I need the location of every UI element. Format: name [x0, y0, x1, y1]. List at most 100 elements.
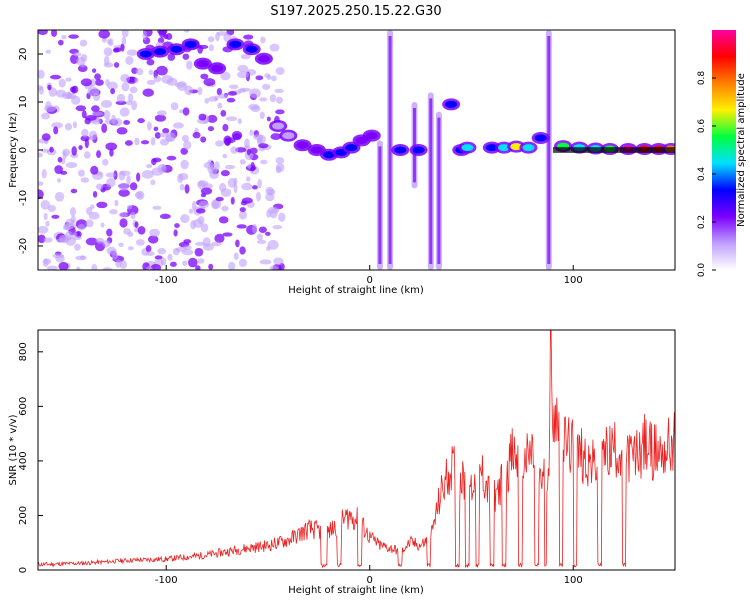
noise-speckle [239, 159, 246, 165]
noise-speckle [232, 133, 242, 141]
noise-speckle [259, 259, 272, 265]
colorbar-tick-label: 0.0 [697, 263, 707, 278]
noise-speckle [106, 177, 116, 188]
noise-speckle [233, 183, 238, 194]
noise-speckle [123, 119, 130, 125]
noise-speckle [153, 75, 162, 83]
noise-speckle [103, 47, 113, 57]
noise-speckle [278, 212, 286, 222]
snr-xlabel: Height of straight line (km) [288, 585, 424, 596]
noise-speckle [207, 114, 218, 123]
noise-speckle [270, 133, 282, 140]
noise-speckle [217, 31, 228, 37]
noise-speckle [41, 133, 51, 141]
noise-speckle [258, 143, 269, 149]
noise-speckle [179, 183, 185, 191]
noise-speckle [46, 265, 58, 270]
spectrogram-marks [38, 30, 675, 270]
noise-speckle [73, 52, 82, 57]
snr-panel: -100 0 100 0 200 400 600 800 Height of straight… [8, 329, 676, 596]
spectral-blob [445, 100, 458, 108]
noise-speckle [135, 68, 144, 76]
spectral-streak-core [429, 98, 433, 265]
noise-speckle [100, 222, 105, 228]
noise-speckle [169, 261, 177, 267]
figure-title: S197.2025.250.15.22.G30 [270, 4, 441, 19]
noise-speckle [95, 237, 105, 244]
spectral-streak-core [388, 36, 392, 264]
spectral-blob [498, 144, 511, 152]
noise-speckle [149, 228, 161, 237]
noise-speckle [58, 261, 69, 270]
noise-speckle [267, 206, 280, 214]
noise-speckle [167, 53, 176, 61]
noise-speckle [119, 107, 130, 117]
noise-speckle [136, 190, 145, 200]
spectrogram-xlabel: Height of straight line (km) [288, 285, 424, 296]
noise-speckle [115, 100, 127, 106]
noise-speckle [126, 49, 138, 56]
noise-speckle [123, 228, 131, 235]
spectral-blob [196, 60, 209, 68]
noise-speckle [200, 223, 209, 233]
noise-speckle [92, 190, 98, 198]
noise-speckle [51, 214, 60, 219]
noise-speckle [180, 214, 190, 224]
noise-speckle [146, 79, 156, 85]
noise-speckle [235, 239, 240, 248]
noise-speckle [183, 140, 192, 150]
noise-speckle [64, 122, 73, 131]
noise-speckle [265, 231, 271, 236]
noise-speckle [260, 159, 268, 165]
spectral-blob [510, 143, 523, 151]
noise-speckle [146, 251, 155, 256]
noise-speckle [80, 255, 86, 260]
noise-speckle [78, 145, 83, 150]
noise-speckle [227, 91, 237, 96]
noise-speckle [118, 170, 126, 181]
noise-speckle [197, 86, 203, 96]
noise-speckle [106, 228, 113, 237]
noise-speckle [239, 207, 246, 213]
noise-speckle [251, 185, 258, 190]
noise-speckle [181, 134, 189, 142]
noise-speckle [238, 210, 247, 220]
noise-speckle [273, 257, 284, 266]
noise-speckle [89, 204, 95, 210]
noise-speckle [56, 178, 62, 183]
noise-speckle [172, 122, 184, 129]
noise-speckle [80, 78, 93, 87]
noise-speckle [114, 199, 119, 207]
noise-speckle [142, 88, 154, 97]
noise-speckle [237, 118, 242, 125]
noise-speckle [43, 237, 53, 243]
spectral-blob [211, 64, 224, 72]
noise-speckle [150, 137, 156, 146]
noise-speckle [124, 140, 133, 146]
noise-speckle [214, 233, 225, 243]
noise-speckle [127, 246, 134, 251]
spectral-blob [522, 144, 535, 152]
noise-speckle [275, 109, 285, 115]
y-tick-label: 20 [18, 48, 29, 61]
noise-speckle [165, 32, 173, 41]
noise-speckle [269, 43, 280, 52]
noise-speckle [94, 73, 101, 81]
noise-speckle [43, 258, 52, 265]
noise-speckle [217, 102, 223, 109]
noise-speckle [188, 208, 194, 214]
noise-speckle [157, 30, 168, 35]
colorbar-tick-label: 0.8 [697, 71, 707, 86]
colorbar-tick-label: 0.6 [697, 119, 707, 134]
noise-speckle [111, 117, 123, 127]
colorbar-tick-label: 0.2 [697, 215, 707, 229]
noise-speckle [103, 110, 111, 120]
noise-speckle [256, 137, 263, 145]
colorbar-label: Normalized spectral amplitude [736, 73, 747, 227]
noise-speckle [53, 126, 59, 135]
spectral-blob [184, 40, 197, 48]
noise-speckle [157, 163, 167, 174]
spectral-blob [229, 40, 242, 48]
x-tick-label: 100 [564, 275, 583, 286]
